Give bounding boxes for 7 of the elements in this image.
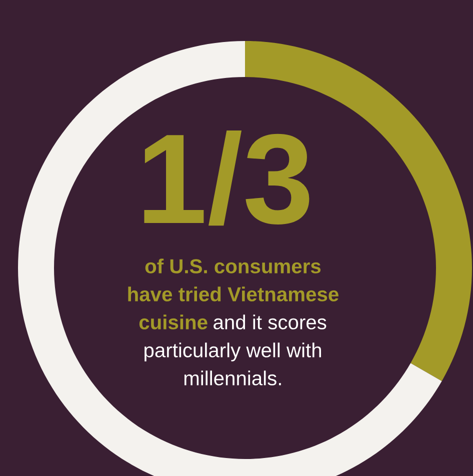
text: particularly well with (144, 342, 322, 362)
text: have tried Vietnamese (128, 286, 338, 302)
text: millennials. (184, 370, 281, 386)
text: 1/3 (144, 130, 310, 226)
text: cuisine (139, 314, 208, 330)
text: of U.S. consumers (145, 258, 321, 274)
text: and it scores (214, 314, 326, 330)
